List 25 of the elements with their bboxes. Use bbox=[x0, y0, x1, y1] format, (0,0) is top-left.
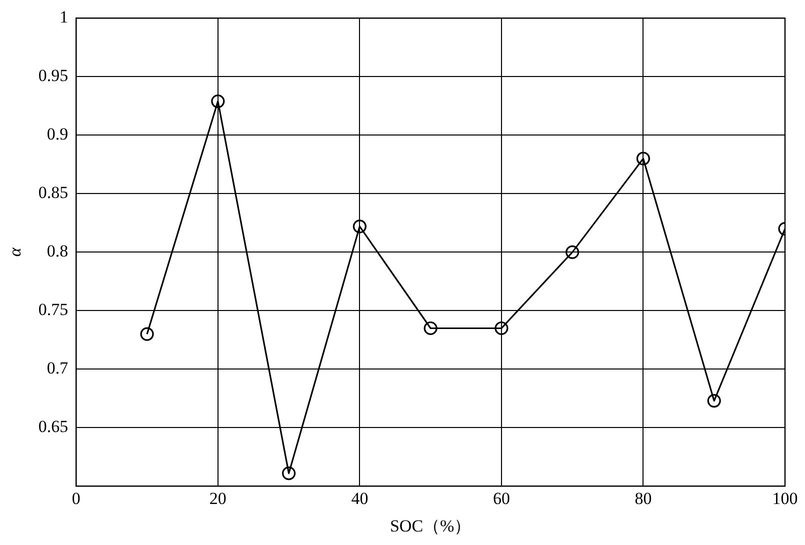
x-tick-label: 0 bbox=[72, 488, 80, 508]
x-axis-title: SOC（%） bbox=[390, 516, 472, 536]
point bbox=[352, 220, 366, 234]
point bbox=[211, 94, 225, 108]
point bbox=[282, 466, 296, 480]
y-tick-label: 0.75 bbox=[38, 300, 68, 320]
point bbox=[424, 321, 438, 336]
y-tick-label: 1 bbox=[60, 8, 68, 27]
y-tick-label: 0.7 bbox=[46, 358, 69, 378]
x-tick-label: 20 bbox=[209, 488, 226, 508]
y-axis-title: α bbox=[6, 246, 25, 257]
point bbox=[707, 394, 721, 408]
x-tick-label: 60 bbox=[492, 488, 510, 508]
x-tick-label: 40 bbox=[351, 488, 368, 508]
point bbox=[140, 327, 154, 341]
y-tick-label: 0.65 bbox=[38, 417, 68, 436]
point bbox=[566, 245, 580, 259]
y-tick-label: 0.8 bbox=[46, 242, 68, 261]
y-tick-label: 0.85 bbox=[38, 183, 68, 202]
y-tick-label: 0.9 bbox=[46, 124, 68, 144]
x-tick-label: 100 bbox=[772, 488, 798, 508]
point bbox=[636, 152, 650, 166]
y-tick-label: 0.95 bbox=[38, 66, 68, 86]
x-tick-label: 80 bbox=[634, 488, 652, 508]
point bbox=[494, 321, 508, 336]
